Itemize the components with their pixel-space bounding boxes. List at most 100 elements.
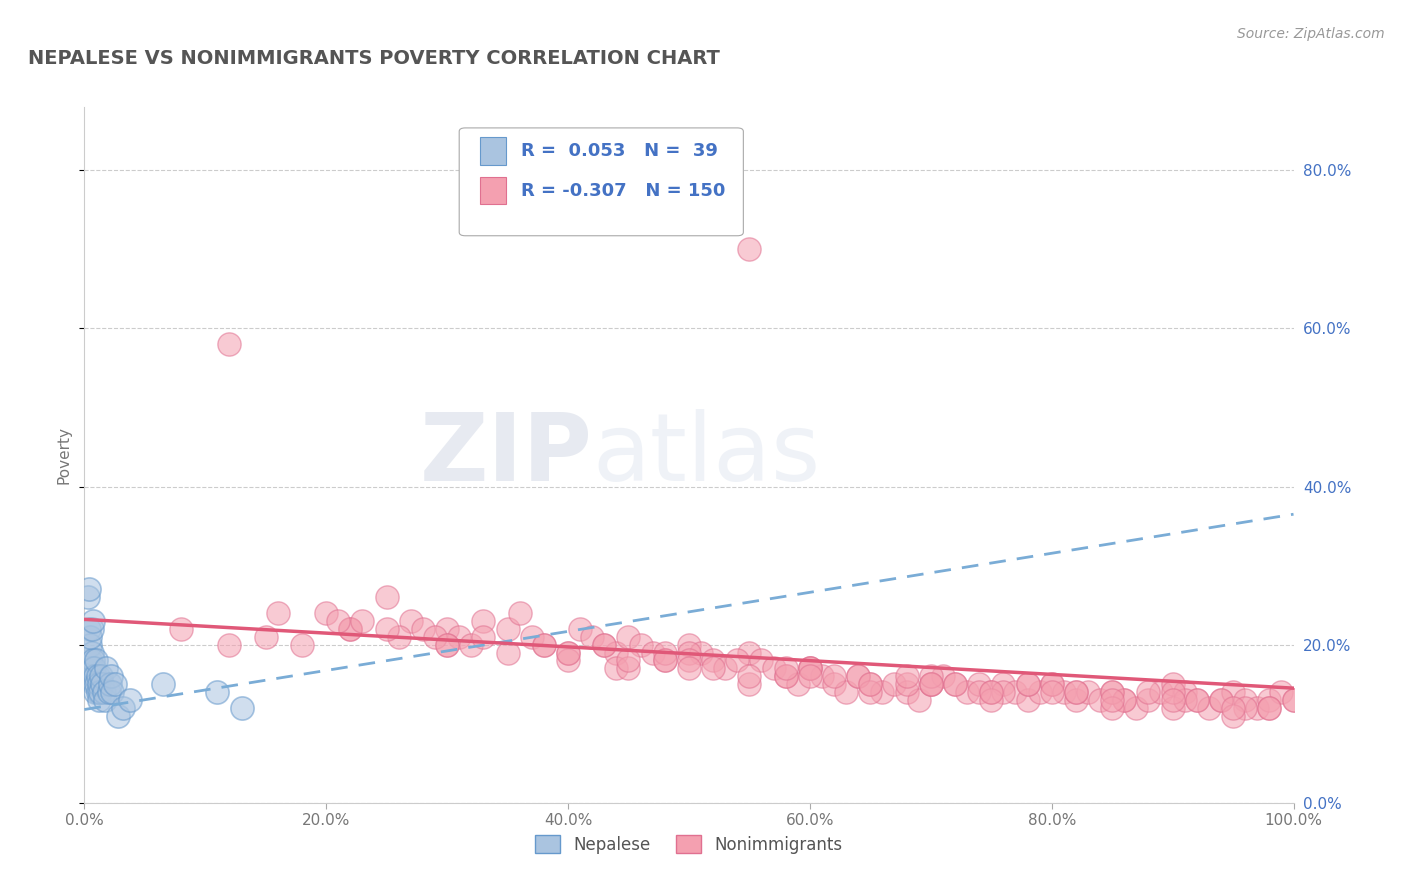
Point bbox=[93, 685, 115, 699]
Point bbox=[496, 646, 519, 660]
FancyBboxPatch shape bbox=[460, 128, 744, 235]
Point bbox=[112, 701, 135, 715]
Point bbox=[896, 677, 918, 691]
Point bbox=[678, 661, 700, 675]
Point bbox=[920, 677, 942, 691]
Point bbox=[80, 646, 103, 660]
Point bbox=[907, 693, 929, 707]
Point bbox=[943, 677, 966, 691]
Point bbox=[86, 685, 108, 699]
Point bbox=[436, 638, 458, 652]
Point bbox=[569, 622, 592, 636]
Point bbox=[654, 653, 676, 667]
Point bbox=[218, 638, 240, 652]
Point bbox=[152, 677, 174, 691]
Y-axis label: Poverty: Poverty bbox=[56, 425, 72, 484]
Point bbox=[1004, 685, 1026, 699]
Point bbox=[79, 630, 101, 644]
Point bbox=[811, 669, 834, 683]
Point bbox=[339, 622, 361, 636]
Point bbox=[593, 638, 616, 652]
Point bbox=[1174, 685, 1197, 699]
Point bbox=[375, 622, 398, 636]
Point bbox=[617, 653, 640, 667]
Point bbox=[207, 685, 229, 699]
Point bbox=[846, 669, 869, 683]
Text: R =  0.053   N =  39: R = 0.053 N = 39 bbox=[520, 142, 717, 160]
Point bbox=[738, 677, 761, 691]
Point bbox=[751, 653, 773, 667]
Point bbox=[967, 677, 990, 691]
Point bbox=[557, 653, 579, 667]
Point bbox=[1017, 677, 1039, 691]
Point bbox=[1222, 685, 1244, 699]
Point bbox=[1088, 693, 1111, 707]
Point bbox=[967, 685, 990, 699]
Point bbox=[1040, 677, 1063, 691]
Point bbox=[77, 591, 100, 605]
Point bbox=[104, 677, 127, 691]
Point bbox=[605, 646, 627, 660]
Point bbox=[1101, 693, 1123, 707]
Point bbox=[641, 646, 664, 660]
Point bbox=[896, 669, 918, 683]
Point bbox=[775, 669, 797, 683]
Point bbox=[83, 677, 105, 691]
Point bbox=[943, 677, 966, 691]
Point bbox=[1246, 701, 1268, 715]
Point bbox=[630, 638, 652, 652]
Point bbox=[678, 653, 700, 667]
Point bbox=[291, 638, 314, 652]
Point bbox=[533, 638, 555, 652]
Point bbox=[980, 685, 1002, 699]
Point bbox=[1282, 693, 1305, 707]
Point bbox=[1040, 685, 1063, 699]
Point bbox=[557, 646, 579, 660]
Point bbox=[1185, 693, 1208, 707]
Point bbox=[786, 677, 808, 691]
Point bbox=[1125, 701, 1147, 715]
Point bbox=[1114, 693, 1136, 707]
Point bbox=[1149, 685, 1171, 699]
Point bbox=[872, 685, 894, 699]
Point bbox=[799, 661, 821, 675]
Point bbox=[267, 606, 290, 620]
Point bbox=[89, 685, 111, 699]
Point bbox=[993, 685, 1015, 699]
Point bbox=[86, 677, 108, 691]
Text: ZIP: ZIP bbox=[419, 409, 592, 501]
Point bbox=[436, 622, 458, 636]
Text: atlas: atlas bbox=[592, 409, 821, 501]
Point bbox=[352, 614, 374, 628]
Point bbox=[738, 646, 761, 660]
Point bbox=[1161, 677, 1184, 691]
Point bbox=[339, 622, 361, 636]
Point bbox=[702, 661, 724, 675]
Point bbox=[823, 677, 845, 691]
Point bbox=[859, 685, 882, 699]
Point bbox=[738, 669, 761, 683]
Point bbox=[98, 677, 121, 691]
Point bbox=[1028, 685, 1050, 699]
Point bbox=[533, 638, 555, 652]
Point bbox=[1101, 685, 1123, 699]
Point bbox=[1017, 693, 1039, 707]
Point bbox=[87, 677, 110, 691]
Point bbox=[557, 646, 579, 660]
Point bbox=[605, 661, 627, 675]
Point bbox=[1198, 701, 1220, 715]
Point bbox=[956, 685, 979, 699]
Point bbox=[82, 653, 104, 667]
Point bbox=[472, 614, 495, 628]
Point bbox=[1234, 693, 1257, 707]
Point bbox=[846, 669, 869, 683]
Point bbox=[920, 677, 942, 691]
Point bbox=[1017, 677, 1039, 691]
FancyBboxPatch shape bbox=[479, 177, 506, 204]
Point bbox=[472, 630, 495, 644]
Point bbox=[520, 630, 543, 644]
Point bbox=[1040, 677, 1063, 691]
Point bbox=[1064, 693, 1087, 707]
Point bbox=[315, 606, 337, 620]
Point bbox=[1234, 701, 1257, 715]
